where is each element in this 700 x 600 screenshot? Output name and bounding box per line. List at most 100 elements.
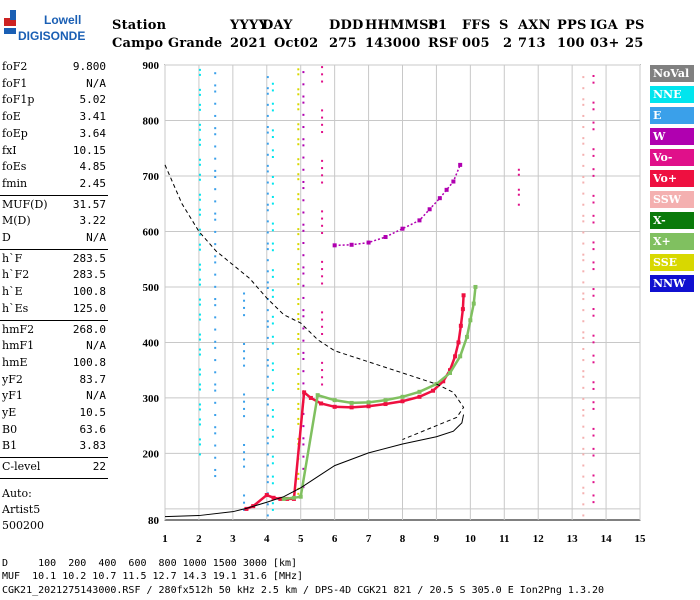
noise-point <box>582 375 585 378</box>
noise-point <box>297 352 300 355</box>
x-tick-label: 12 <box>533 533 545 545</box>
noise-point <box>302 211 305 214</box>
noise-point <box>582 503 585 506</box>
noise-point <box>266 514 269 517</box>
param-row: h`F 283.5 <box>2 252 106 268</box>
noise-point <box>271 409 274 412</box>
noise-point <box>321 369 324 372</box>
noise-point <box>214 359 217 362</box>
noise-point <box>321 66 324 69</box>
noise-point <box>198 163 201 166</box>
noise-point <box>297 228 300 231</box>
noise-point <box>321 159 324 162</box>
noise-point <box>302 382 305 385</box>
noise-point <box>198 68 201 71</box>
noise-point <box>302 168 305 171</box>
noise-point <box>592 341 595 344</box>
noise-point <box>214 444 217 447</box>
noise-point <box>297 422 300 425</box>
y-tick-label: 500 <box>143 282 160 294</box>
noise-point <box>582 486 585 489</box>
noise-point <box>297 318 300 321</box>
x-tick-label: 8 <box>400 533 406 545</box>
noise-point <box>266 309 269 312</box>
noise-point <box>321 275 324 278</box>
electron-density-profile-line <box>164 414 465 518</box>
x-tick-label: 6 <box>332 533 338 545</box>
noise-point <box>243 350 246 353</box>
noise-point <box>302 315 305 318</box>
noise-point <box>302 187 305 190</box>
param-row: D N/A <box>2 231 106 247</box>
noise-point <box>302 254 305 257</box>
noise-point <box>592 387 595 390</box>
noise-point <box>243 415 246 418</box>
param-row: yF2 83.7 <box>2 373 106 389</box>
noise-point <box>266 242 269 245</box>
param-value: 3.22 <box>79 214 107 228</box>
noise-point <box>297 387 300 390</box>
noise-point <box>582 242 585 245</box>
noise-point <box>271 502 274 505</box>
legend-nne-swatch: NNE <box>650 86 694 103</box>
noise-point <box>592 334 595 337</box>
noise-point <box>214 426 217 429</box>
noise-point <box>198 208 201 211</box>
noise-point <box>214 340 217 343</box>
legend-w-swatch: W <box>650 128 694 145</box>
noise-point <box>214 230 217 233</box>
noise-point <box>243 400 246 403</box>
noise-point <box>297 208 300 211</box>
noise-point <box>321 232 324 235</box>
legend-x-swatch: X+ <box>650 233 694 250</box>
noise-point <box>321 210 324 213</box>
param-label: foF2 <box>2 60 28 73</box>
noise-point <box>266 336 269 339</box>
y-tick-label: 200 <box>143 448 160 460</box>
noise-point <box>297 68 300 71</box>
noise-point <box>271 475 274 478</box>
y-tick-label: 600 <box>143 226 160 238</box>
noise-point <box>302 199 305 202</box>
noise-point <box>198 278 201 281</box>
param-label: M(D) <box>2 214 31 228</box>
noise-point <box>266 87 269 90</box>
noise-point <box>271 136 274 139</box>
noise-point <box>266 286 269 289</box>
x-tick-label: 9 <box>434 533 440 545</box>
noise-point <box>271 129 274 132</box>
param-value: 9.800 <box>72 60 106 73</box>
noise-point <box>592 128 595 131</box>
noise-point <box>266 364 269 367</box>
noise-point <box>302 296 305 299</box>
footer-file-row: CGK21_2021275143000.RSF / 280fx512h 50 k… <box>2 585 605 596</box>
legend-nnw-swatch: NNW <box>650 275 694 292</box>
noise-point <box>243 451 246 454</box>
header-label-7: S <box>499 18 509 33</box>
noise-point <box>582 281 585 284</box>
param-value: 10.15 <box>72 143 106 157</box>
trace-point-w <box>400 226 405 231</box>
noise-point <box>214 346 217 349</box>
noise-point <box>214 389 217 392</box>
noise-point <box>214 304 217 307</box>
noise-point <box>198 123 201 126</box>
noise-point <box>214 218 217 221</box>
param-row: h`F2 283.5 <box>2 268 106 284</box>
noise-point <box>266 114 269 117</box>
noise-point <box>321 109 324 112</box>
noise-point <box>302 229 305 232</box>
noise-point <box>266 397 269 400</box>
noise-point <box>302 284 305 287</box>
header-value-11: 25 <box>625 36 644 51</box>
noise-point <box>582 76 585 79</box>
noise-point <box>297 93 300 96</box>
noise-point <box>592 501 595 504</box>
noise-point <box>198 453 201 456</box>
noise-point <box>582 514 585 517</box>
noise-point <box>271 182 274 185</box>
noise-point <box>592 108 595 111</box>
noise-point <box>214 468 217 471</box>
noise-point <box>321 167 324 170</box>
param-label: hmE <box>2 355 28 369</box>
